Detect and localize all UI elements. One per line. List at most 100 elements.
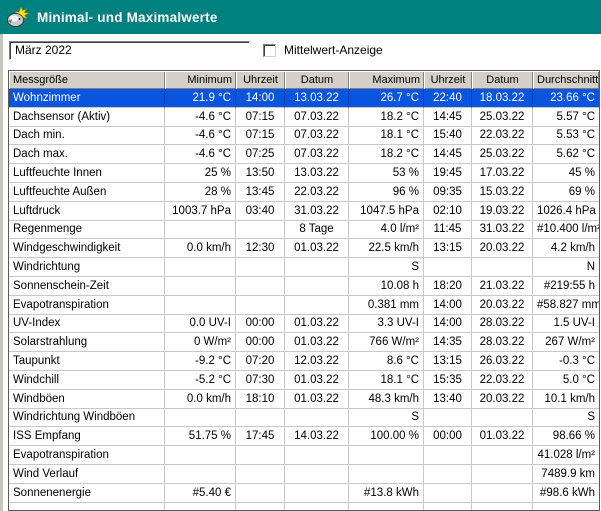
window-border [0,34,3,511]
period-input[interactable] [9,41,250,60]
cell [424,502,472,510]
table-row[interactable]: Wind Verlauf 7489.9 km [9,464,599,484]
cell [472,464,533,484]
cell: 28.03.22 [472,333,533,353]
weather-station-icon [7,6,30,27]
table-row[interactable]: Evapotranspiration 0.381 mm 14:00 20.03.22 #… [9,295,599,315]
mittelwert-checkbox[interactable] [263,44,276,57]
cell [236,483,285,503]
row-label: Luftfeuchte Außen [9,182,165,202]
cell [285,258,349,277]
table-row[interactable]: Sonnenenergie #5.40 € #13.8 kWh #98.6 kWh [9,483,599,503]
cell: 07:25 [236,145,285,165]
cell [285,464,349,484]
table-row[interactable]: Regenmenge 8 Tage 4.0 l/m² 11:45 31.03.22 #10… [9,220,599,240]
cell [236,258,285,277]
cell: S [349,258,424,277]
cell [285,502,349,510]
cell: 07.03.22 [285,107,349,127]
table-row[interactable]: ISS Empfang 51.75 % 17:45 14.03.22 100.00 % 0… [9,427,599,447]
cell: 31.03.22 [285,201,349,221]
cell: 22.03.22 [472,370,533,390]
cell: 0 W/m² [165,333,236,353]
cell [236,276,285,296]
row-label: Wind Verlauf [9,464,165,484]
table-row[interactable]: Solarstrahlung 0 W/m² 00:00 01.03.22 766 W/m… [9,333,599,353]
table-row[interactable]: Evapotranspiration 41.028 l/m² [9,446,599,465]
cell [236,446,285,465]
column-header-uhrzeit-2[interactable]: Uhrzeit [236,71,285,89]
table-row[interactable]: Windrichtung S N [9,258,599,277]
table-row[interactable]: Wohnzimmer 21.9 °C 14:00 13.03.22 26.7 °C 22:… [9,89,599,108]
cell: #98.6 kWh [533,484,599,503]
cell: 25 % [165,164,236,183]
table-row[interactable]: Luftdruck 1003.7 hPa 03:40 31.03.22 1047.5 h… [9,201,599,221]
table-row[interactable]: Dach max. -4.6 °C 07:25 07.03.22 18.2 °C 14:4… [9,145,599,165]
cell: 13:15 [424,352,472,371]
table-row[interactable]: Windrichtung Windböen S S [9,408,599,428]
cell: 4.0 l/m² [349,220,424,240]
table-row[interactable]: Windgeschwindigkeit 0.0 km/h 12:30 01.03.22… [9,239,599,259]
cell [533,503,599,510]
cell: 14:00 [424,314,472,334]
cell: 5.0 °C [533,371,599,390]
cell: -4.6 °C [165,107,236,127]
row-label: Windgeschwindigkeit [9,239,165,259]
cell: 12.03.22 [285,352,349,371]
cell: 26.7 °C [349,89,424,108]
cell: 15:40 [424,126,472,146]
cell: 13:50 [236,164,285,183]
row-label: Evapotranspiration [9,295,165,315]
cell: 18.2 °C [349,107,424,127]
cell: 14:00 [236,89,285,108]
row-label: Dach min. [9,126,165,146]
cell: 07.03.22 [285,126,349,146]
cell: 07:20 [236,352,285,371]
cell: 20.03.22 [472,295,533,315]
table-row[interactable]: UV-Index 0.0 UV-I 00:00 01.03.22 3.3 UV-I 14:… [9,314,599,334]
table-row[interactable]: Windböen 0.0 km/h 18:10 01.03.22 48.3 km/h 13… [9,389,599,409]
cell: 19.03.22 [472,201,533,221]
table-row[interactable]: Windchill -5.2 °C 07:30 01.03.22 18.1 °C 15:3… [9,370,599,390]
table-row[interactable]: Taupunkt -9.2 °C 07:20 12.03.22 8.6 °C 13:15 2… [9,352,599,371]
row-label: Taupunkt [9,352,165,371]
column-header-messgr-e-0[interactable]: Messgröße [9,71,165,89]
column-header-durchschnitt-7[interactable]: Durchschnitt [533,71,599,89]
table-row[interactable]: Sonnenschein-Zeit 10.08 h 18:20 21.03.22 #21… [9,276,599,296]
table-row[interactable]: Dachsensor (Aktiv) -4.6 °C 07:15 07.03.22 18… [9,107,599,127]
cell: 8.6 °C [349,352,424,371]
table-row[interactable]: Luftfeuchte Außen 28 % 13:45 22.03.22 96 % 09… [9,182,599,202]
cell [165,258,236,277]
cell: 13:45 [236,182,285,202]
column-header-datum-3[interactable]: Datum [285,71,349,89]
cell: 17:45 [236,427,285,447]
cell: 13.03.22 [285,164,349,183]
table-row[interactable]: Dach min. -4.6 °C 07:15 07.03.22 18.1 °C 15:4… [9,126,599,146]
cell: 11:45 [424,220,472,240]
cell: 18:20 [424,276,472,296]
cell: 15:35 [424,370,472,390]
cell: 12:30 [236,239,285,259]
column-header-minimum-1[interactable]: Minimum [165,71,236,89]
cell: 96 % [349,182,424,202]
cell: 07.03.22 [285,145,349,165]
cell: 01.03.22 [285,389,349,409]
table-row[interactable]: Luftfeuchte Innen 25 % 13:50 13.03.22 53 % 19… [9,164,599,183]
cell [236,295,285,315]
cell: 07:30 [236,370,285,390]
column-header-maximum-4[interactable]: Maximum [349,71,424,89]
column-header-uhrzeit-5[interactable]: Uhrzeit [424,71,472,89]
row-label: Regenmenge [9,220,165,240]
cell: 0.0 km/h [165,389,236,409]
column-header-datum-6[interactable]: Datum [472,71,533,89]
row-label: ISS Empfang [9,427,165,447]
cell: 18:10 [236,389,285,409]
cell: 10.1 km/h [533,390,599,409]
cell [165,220,236,240]
cell: 18.03.22 [472,89,533,108]
table-row-partial [9,502,599,510]
row-label: Luftfeuchte Innen [9,164,165,183]
cell: 28 % [165,182,236,202]
row-label: Dachsensor (Aktiv) [9,107,165,127]
